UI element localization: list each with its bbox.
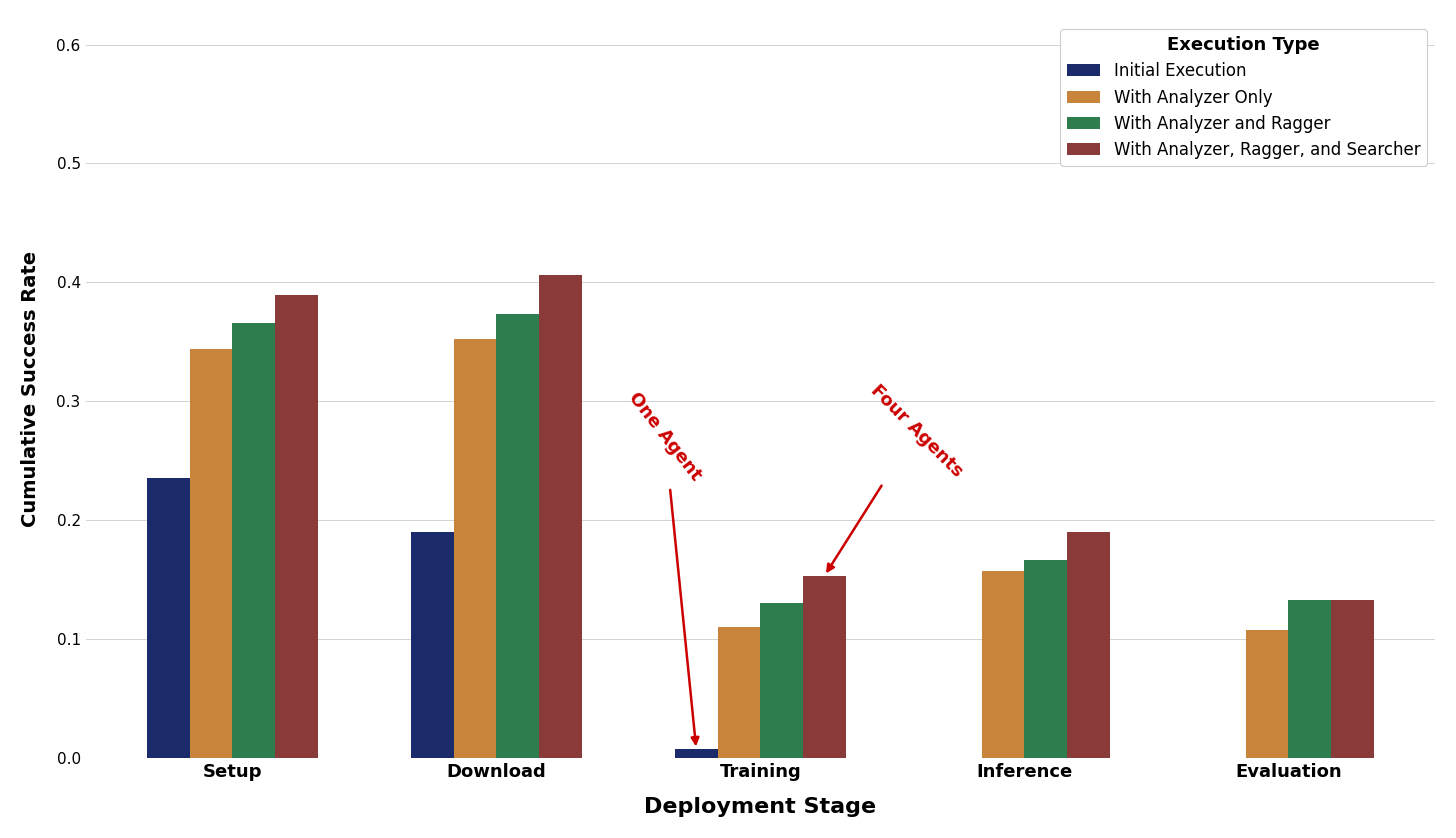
Bar [760, 603, 804, 758]
Bar [718, 627, 760, 758]
Bar [1289, 599, 1331, 758]
Bar [454, 339, 496, 758]
Text: Four Agents: Four Agents [827, 381, 965, 572]
Legend: Initial Execution, With Analyzer Only, With Analyzer and Ragger, With Analyzer, : Initial Execution, With Analyzer Only, W… [1060, 29, 1427, 166]
Bar [189, 349, 233, 758]
Bar [981, 571, 1025, 758]
X-axis label: Deployment Stage: Deployment Stage [645, 797, 877, 817]
Bar [147, 478, 189, 758]
Bar [233, 323, 275, 758]
Bar [1245, 630, 1289, 758]
Bar [1331, 599, 1374, 758]
Bar [676, 749, 718, 758]
Bar [1067, 532, 1109, 758]
Text: One Agent: One Agent [625, 389, 705, 744]
Bar [411, 532, 454, 758]
Bar [275, 295, 317, 758]
Bar [1025, 561, 1067, 758]
Bar [539, 275, 582, 758]
Bar [496, 314, 539, 758]
Y-axis label: Cumulative Success Rate: Cumulative Success Rate [20, 251, 39, 527]
Bar [804, 576, 846, 758]
